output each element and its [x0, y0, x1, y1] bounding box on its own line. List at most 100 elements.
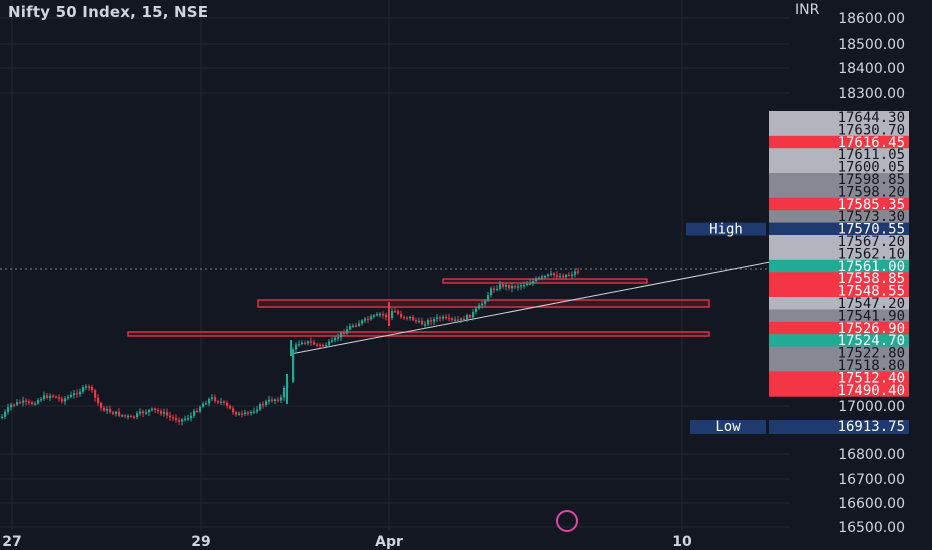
candle-body — [250, 411, 253, 414]
candle-body — [19, 402, 22, 404]
price-tag: 17524.70 — [769, 333, 909, 349]
chart-title: Nifty 50 Index, 15, NSE — [8, 3, 209, 21]
candle-body — [64, 398, 67, 402]
candle-body — [547, 274, 550, 277]
candle-body — [346, 329, 349, 334]
candle-body — [400, 313, 403, 318]
candle-body — [487, 295, 490, 301]
high-tag-label: High — [709, 222, 743, 238]
price-tag: 17598.20 — [769, 184, 909, 200]
price-tag-bg — [769, 371, 909, 385]
price-tag-label: 17522.80 — [838, 346, 905, 362]
candle — [511, 282, 514, 293]
candle — [1, 413, 4, 420]
candle — [37, 397, 40, 406]
candle-body — [439, 317, 442, 319]
candle-body — [349, 326, 352, 330]
candle — [196, 407, 199, 413]
candle — [163, 408, 166, 417]
candle-body — [16, 402, 19, 405]
candle — [478, 302, 481, 310]
candle — [235, 410, 238, 417]
candle — [397, 309, 400, 316]
candle — [145, 409, 148, 416]
candle — [301, 340, 304, 346]
price-tag: 17585.35 — [769, 197, 909, 213]
price-tag: 17600.05 — [769, 160, 909, 176]
candle-body — [145, 412, 148, 414]
price-tag-label: 17561.00 — [838, 259, 905, 275]
candle-body — [502, 284, 505, 287]
candle-body — [343, 332, 346, 334]
candle-body — [124, 415, 127, 417]
candle — [304, 340, 307, 346]
price-tag: 17644.30 — [769, 110, 909, 126]
candle-body — [325, 345, 328, 347]
plot-area — [0, 261, 790, 426]
candle-body — [550, 273, 553, 275]
candle — [403, 315, 406, 320]
candle — [463, 315, 466, 321]
candle — [436, 314, 439, 322]
candle — [64, 396, 67, 405]
price-tag-bg — [769, 197, 909, 211]
candle — [313, 339, 316, 346]
candle — [79, 388, 82, 397]
candle-body — [67, 397, 70, 399]
candle-body — [313, 342, 316, 345]
candle-body — [475, 308, 478, 312]
candle — [379, 312, 382, 318]
candle-body — [352, 325, 355, 327]
price-tag-bg — [769, 135, 909, 149]
candle — [67, 394, 70, 401]
candle-body — [4, 411, 7, 417]
candle — [91, 384, 94, 393]
price-tag: 17573.30 — [769, 209, 909, 225]
price-tag: 17611.05 — [769, 147, 909, 163]
candle — [538, 276, 541, 281]
candle — [229, 404, 232, 410]
candle-body — [340, 332, 343, 338]
candle — [487, 292, 490, 302]
flash-icon[interactable] — [556, 510, 578, 532]
candle-body — [472, 311, 475, 318]
candle — [190, 412, 193, 422]
candle — [76, 389, 79, 398]
candle — [295, 342, 298, 354]
candle-body — [106, 409, 109, 411]
candle — [565, 273, 568, 279]
candle — [457, 316, 460, 322]
candle — [382, 311, 385, 319]
candle-body — [418, 320, 421, 323]
candle — [412, 314, 415, 322]
price-tag-bg — [769, 111, 909, 124]
candle — [25, 398, 28, 406]
candle — [370, 314, 373, 321]
candle-body — [409, 316, 412, 319]
candle — [343, 329, 346, 337]
candle-body — [184, 418, 187, 420]
candle-body — [274, 399, 277, 401]
candle-body — [322, 344, 325, 347]
price-tag-bg — [769, 284, 909, 298]
candle — [298, 340, 301, 347]
candle-body — [376, 314, 379, 316]
candle-body — [58, 397, 61, 399]
candle — [199, 405, 202, 413]
candle — [223, 400, 226, 406]
candle-body — [217, 401, 220, 403]
candle — [406, 316, 409, 321]
y-tick-label: 16700.00 — [838, 472, 905, 488]
candle — [571, 271, 574, 279]
candle-body — [427, 320, 430, 325]
price-tag-label: 17611.05 — [838, 147, 905, 163]
candle — [187, 414, 190, 422]
candle-body — [136, 413, 139, 417]
candle — [475, 306, 478, 315]
candle — [307, 340, 310, 346]
candle-body — [517, 286, 520, 288]
candle-body — [532, 281, 535, 284]
trendline — [290, 261, 771, 355]
price-tag-label: 17630.70 — [838, 122, 905, 138]
